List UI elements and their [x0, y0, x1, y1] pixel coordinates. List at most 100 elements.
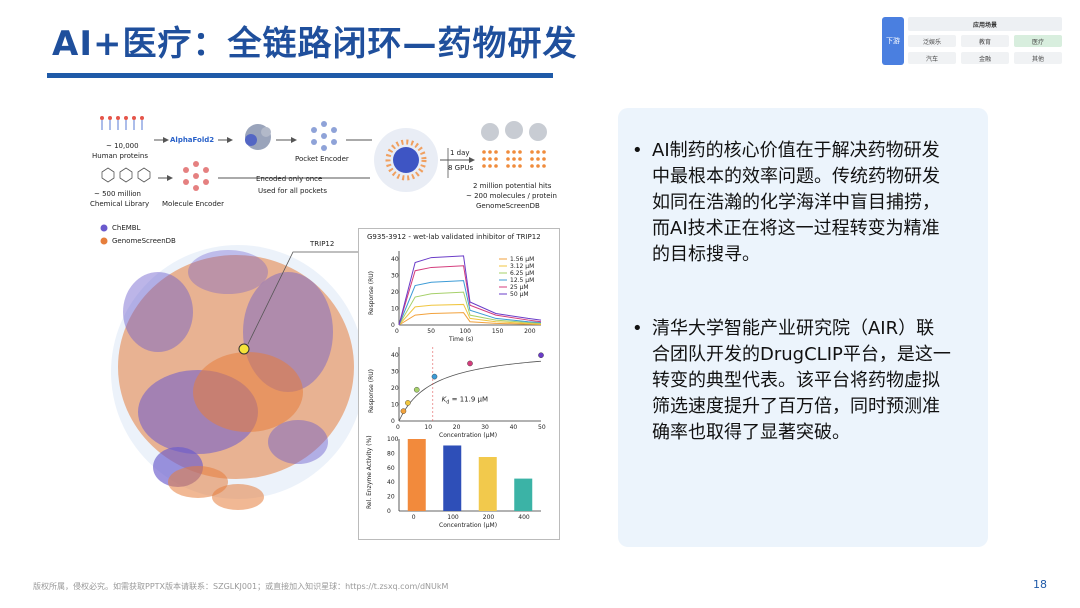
human-proteins-label: Human proteins	[92, 152, 148, 160]
chart2-xtick: 30	[481, 424, 489, 431]
chart3-xtick: 100	[447, 514, 459, 521]
molecule-encoder-net	[183, 161, 209, 191]
gpus-label: 8 GPUs	[448, 164, 474, 172]
pocket-encoder-net	[311, 121, 337, 151]
chart3-ytick: 40	[387, 479, 395, 486]
chart2-point	[467, 360, 473, 367]
chem-library-icons	[101, 167, 151, 183]
trip12-marker	[238, 343, 250, 355]
chart1-series-line	[398, 312, 542, 326]
chart1-legend-label: 1.56 μM	[510, 256, 534, 263]
trip12-callout	[247, 251, 358, 345]
chart1-ylabel: Response (RU)	[368, 271, 375, 315]
bullet-dot: •	[632, 140, 643, 161]
chem-library-label: Chemical Library	[90, 200, 150, 208]
hit-molecules	[482, 150, 546, 168]
chart1-series-line	[398, 303, 542, 326]
chart2-ytick: 0	[391, 418, 395, 425]
time-label: 1 day	[450, 149, 470, 157]
bullet-dot: •	[632, 318, 643, 339]
chart1-series-line	[398, 255, 542, 326]
chart3-xtick: 0	[412, 514, 416, 521]
summary-box: • AI制药的核心价值在于解决药物研发中最根本的效率问题。传统药物研发如同在浩瀚…	[618, 108, 988, 547]
chart2-point	[538, 352, 544, 359]
structure-blob	[245, 124, 271, 150]
drugclip-figure: ~ 10,000 Human proteins AlphaFold2 Pocke…	[88, 112, 560, 542]
scenario-nav: 下游 应用场景 泛娱乐 教育 医疗 汽车 金融 其他	[882, 17, 1062, 65]
page-number: 18	[1033, 578, 1047, 591]
chart2-xtick: 20	[453, 424, 461, 431]
chart1-ytick: 40	[391, 256, 399, 263]
legend-chembl-dot	[100, 224, 108, 232]
nav-side-label[interactable]: 下游	[882, 17, 904, 65]
chart1-series-line	[398, 265, 542, 326]
pocket-encoder-label: Pocket Encoder	[295, 155, 349, 163]
legend-genomescreendb: GenomeScreenDB	[112, 237, 176, 245]
chart2-xtick: 0	[396, 424, 400, 431]
chart1-xtick: 50	[427, 328, 435, 335]
chart1-ytick: 30	[391, 273, 399, 280]
molecule-encoder-label: Molecule Encoder	[162, 200, 224, 208]
genomescreendb-label: GenomeScreenDB	[476, 202, 540, 210]
chart3-bar	[407, 439, 426, 511]
hits-label: 2 million potential hits	[473, 182, 552, 190]
chem-count: ~ 500 million	[94, 190, 141, 198]
chart2-ytick: 20	[391, 385, 399, 392]
encoded-once-label: Encoded only once	[256, 175, 323, 183]
trip12-label: TRIP12	[310, 240, 335, 248]
chart1-ytick: 20	[391, 289, 399, 296]
chart2-ylabel: Response (RU)	[368, 369, 375, 413]
chart2-xtick: 10	[424, 424, 432, 431]
alphafold-label: AlphaFold2	[170, 136, 215, 144]
chart2-ytick: 40	[391, 352, 399, 359]
nav-item-education[interactable]: 教育	[961, 35, 1009, 47]
chart1-xtick: 200	[524, 328, 536, 335]
chart3-bar	[443, 445, 462, 511]
chart3-xlabel: Concentration (μM)	[439, 522, 497, 529]
nav-item-entertainment[interactable]: 泛娱乐	[908, 35, 956, 47]
validation-panel: G935-3912 - wet-lab validated inhibitor …	[358, 228, 560, 540]
bullet-1: • AI制药的核心价值在于解决药物研发中最根本的效率问题。传统药物研发如同在浩瀚…	[632, 138, 952, 268]
chart3-ylabel: Rel. Enzyme Activity (%)	[366, 435, 373, 509]
bullet-1-text: AI制药的核心价值在于解决药物研发中最根本的效率问题。传统药物研发如同在浩瀚的化…	[652, 140, 940, 265]
nav-item-other[interactable]: 其他	[1014, 52, 1062, 64]
legend-chembl: ChEMBL	[112, 224, 141, 232]
chart2-xtick: 40	[510, 424, 518, 431]
chart1-series-line	[398, 280, 542, 326]
chart2-xlabel: Concentration (μM)	[439, 432, 497, 439]
human-proteins-count: ~ 10,000	[106, 142, 139, 150]
chart1-ytick: 10	[391, 306, 399, 313]
chart3-ytick: 100	[387, 436, 399, 443]
chart3-ytick: 20	[387, 494, 395, 501]
nav-item-finance[interactable]: 金融	[961, 52, 1009, 64]
chart1-legend-label: 25 μM	[510, 284, 529, 291]
chart3-bar	[514, 478, 533, 511]
chart2-fit-curve	[398, 360, 542, 422]
chart1-xtick: 150	[492, 328, 504, 335]
used-for-all-label: Used for all pockets	[258, 187, 328, 195]
bullet-2: • 清华大学智能产业研究院（AIR）联合团队开发的DrugCLIP平台，是这一转…	[632, 316, 952, 446]
bullet-2-text: 清华大学智能产业研究院（AIR）联合团队开发的DrugCLIP平台，是这一转变的…	[652, 318, 951, 443]
chart2-ytick: 30	[391, 369, 399, 376]
chart1-xlabel: Time (s)	[448, 336, 473, 343]
nav-item-auto[interactable]: 汽车	[908, 52, 956, 64]
chart2-point	[400, 408, 407, 414]
chart2-point	[413, 386, 420, 393]
chart1-xtick: 100	[460, 328, 472, 335]
chart2-point	[431, 373, 438, 380]
chart1-series-line	[398, 291, 542, 326]
chart1-legend-label: 12.5 μM	[510, 277, 534, 284]
nav-header: 应用场景	[908, 17, 1062, 31]
chart3-ytick: 80	[387, 450, 395, 457]
embedding-cloud	[111, 245, 365, 510]
chart1-xtick: 0	[395, 328, 399, 335]
chart1-ytick: 0	[391, 322, 395, 329]
nav-item-medical[interactable]: 医疗	[1014, 35, 1062, 47]
chart3-ytick: 60	[387, 465, 395, 472]
chart1-legend-label: 3.12 μM	[510, 263, 534, 270]
figure-graphics	[100, 116, 547, 510]
screening-cloud	[374, 128, 438, 192]
chart2-xtick: 50	[538, 424, 546, 431]
chart1-legend-label: 6.25 μM	[510, 270, 534, 277]
